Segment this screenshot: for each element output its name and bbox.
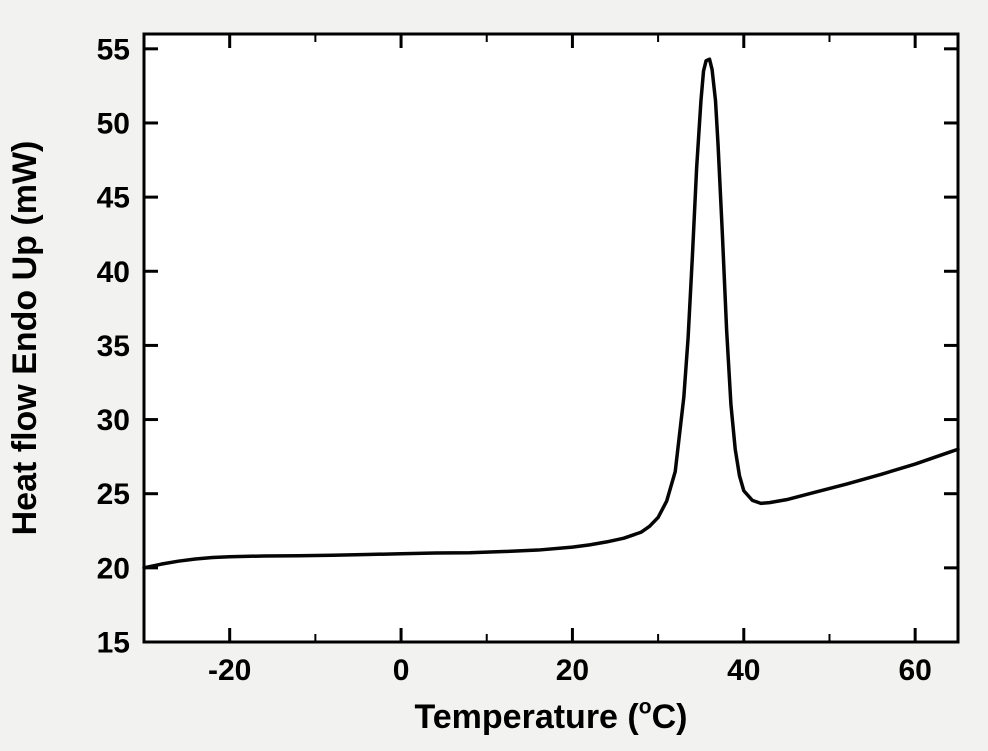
dsc-chart: -200204060 152025303540455055 Temperatur… [0,0,988,751]
x-tick-label: -20 [208,654,251,687]
x-tick-label: 0 [393,654,410,687]
y-tick-label: 35 [97,330,130,363]
x-tick-label: 40 [727,654,760,687]
y-tick-label: 50 [97,107,130,140]
y-axis-labels: 15 20 25 30 35 40 45 50 55 [97,33,130,659]
y-tick-label: 40 [97,256,130,289]
x-tick-label: 20 [556,654,589,687]
y-axis-title: Heat flow Endo Up (mW) [6,141,44,536]
y-tick-label: 15 [97,627,130,660]
y-tick-label: 55 [97,33,130,66]
x-tick-label: 60 [898,654,931,687]
plot-area-bg [144,34,958,642]
y-tick-label: 30 [97,404,130,437]
y-tick-label: 45 [97,182,130,215]
y-tick-label: 20 [97,552,130,585]
chart-svg: -200204060 152025303540455055 Temperatur… [0,0,988,751]
y-tick-label: 25 [97,478,130,511]
